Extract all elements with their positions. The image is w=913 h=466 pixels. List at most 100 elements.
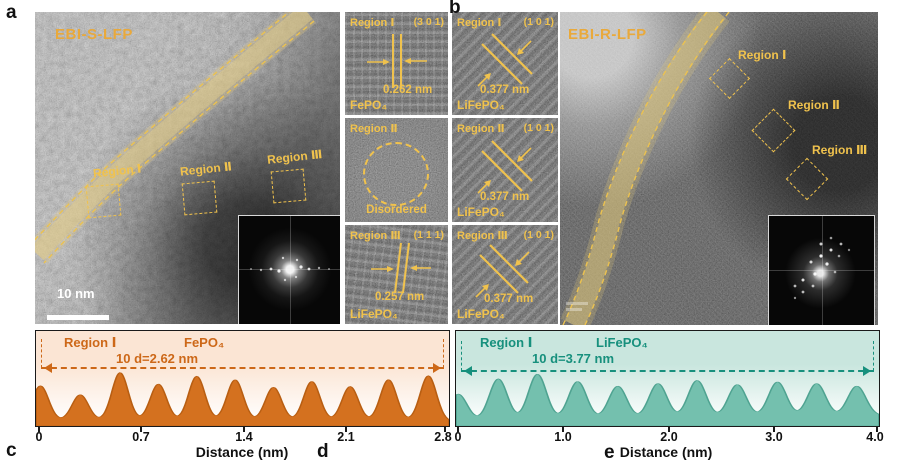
chart-c-tick-label: 0 [35, 430, 43, 444]
chart-e-tick-label: 4.0 [866, 430, 884, 444]
chart-c-tick-label: 1.4 [235, 430, 253, 444]
inset-a1-spacing-value: 0.262 nm [383, 84, 433, 96]
chart-e-tick [457, 426, 459, 432]
fft-a-halo [239, 216, 340, 324]
inset-b3-grain [452, 225, 558, 324]
chart-e-phase-label: LiFePO₄ [596, 335, 648, 350]
region-3-box-a [270, 168, 307, 204]
coating-band-b [560, 12, 730, 325]
panel-letter-a: a [6, 2, 17, 23]
fft-b-halo [769, 216, 874, 325]
inset-a1-phase-label: FePO₄ [350, 98, 388, 112]
chart-c-left-endline [41, 339, 42, 368]
chart-e-dspacing-annotation: 10 d=3.77 nm [532, 351, 615, 366]
chart-c-tick [243, 426, 245, 432]
panel-letter-e: e [604, 442, 615, 463]
chart-c-tick [345, 426, 347, 432]
chart-e-tick-label: 1.0 [554, 430, 572, 444]
inset-a1-grain [345, 12, 448, 115]
region-2-box-a [181, 180, 218, 216]
region-1-label-b: Region Ⅰ [738, 48, 787, 62]
inset-b2-spacing-marks [477, 140, 533, 194]
chart-e-tick [876, 426, 878, 432]
inset-a3-spacing-value: 0.257 nm [375, 291, 425, 303]
chart-e-tick [562, 426, 564, 432]
inset-a-region-2: Region Ⅱ Disordered [345, 118, 448, 222]
fft-a-spots [250, 256, 330, 282]
chart-e-region-label: Region Ⅰ [480, 335, 533, 350]
intensity-profile-e: Region Ⅰ LiFePO₄ 10 d=3.77 nm [455, 330, 880, 427]
region-3-label-b: Region Ⅲ [812, 143, 868, 157]
inset-b2-plane-label: (1 0 1) [523, 122, 554, 134]
inset-a-region-1: Region Ⅰ (3 0 1) 0.262 nm FePO₄ [345, 12, 448, 115]
chart-e-span-arrow [461, 366, 874, 376]
inset-a2-note: Disordered [366, 204, 427, 216]
inset-b1-phase-label: LiFePO₄ [457, 98, 505, 112]
fft-inset-a [238, 215, 340, 324]
inset-a2-region-label: Region Ⅱ [350, 123, 398, 135]
inset-b3-region-label: Region Ⅲ [457, 230, 508, 242]
sample-title-a: EBI-S-LFP [55, 26, 133, 43]
chart-e-left-endline [461, 341, 462, 371]
chart-c-dspacing-annotation: 10 d=2.62 nm [116, 351, 199, 366]
inset-a1-spacing-marks [367, 34, 427, 88]
inset-b2-region-label: Region Ⅱ [457, 123, 505, 135]
chart-e-tick-label: 2.0 [660, 430, 678, 444]
chart-c-phase-label: FePO₄ [184, 335, 225, 350]
inset-b1-grain [452, 12, 558, 115]
chart-c-tick [444, 426, 446, 432]
fft-inset-b [768, 215, 875, 325]
micrograph-ebi-r-lfp: EBI-R-LFP Region Ⅰ Region Ⅱ Region Ⅲ [560, 12, 878, 325]
chart-e-tick [668, 426, 670, 432]
scale-bar [47, 315, 109, 320]
inset-b1-region-label: Region Ⅰ [457, 17, 502, 29]
inset-b3-phase-label: LiFePO₄ [457, 307, 505, 321]
inset-b1-plane-label: (1 0 1) [523, 16, 554, 28]
chart-e-x-axis-label: Distance (nm) [619, 444, 713, 460]
region-1-box-a [85, 183, 122, 219]
inset-b-region-3: Region Ⅲ (1 0 1) 0.377 nm LiFePO₄ [452, 225, 558, 324]
chart-c-region-label: Region Ⅰ [64, 335, 117, 350]
chart-c-tick-label: 0.7 [132, 430, 150, 444]
chart-c-profile-area [36, 372, 449, 426]
inset-b-region-2: Region Ⅱ (1 0 1) 0.377 nm LiFePO₄ [452, 118, 558, 222]
inset-a3-spacing-marks [371, 242, 431, 294]
chart-c-x-axis-label: Distance (nm) [195, 444, 289, 460]
inset-a3-plane-label: (1 1 1) [413, 229, 444, 241]
fft-b-spots [793, 236, 851, 300]
inset-b3-spacing-value: 0.377 nm [484, 293, 534, 305]
inset-b2-phase-label: LiFePO₄ [457, 205, 505, 219]
inset-b2-spacing-value: 0.377 nm [480, 191, 530, 203]
chart-e-tick-label: 3.0 [765, 430, 783, 444]
inset-b-region-1: Region Ⅰ (1 0 1) 0.377 nm LiFePO₄ [452, 12, 558, 115]
fft-b-cross-horizontal [769, 269, 874, 271]
panel-letter-b: b [449, 0, 461, 18]
chart-c-tick [140, 426, 142, 432]
chart-e-profile-area [456, 373, 879, 426]
inset-a1-plane-label: (3 0 1) [413, 16, 444, 28]
scale-bar-label: 10 nm [57, 286, 95, 301]
micrograph-b-watermark [566, 308, 582, 311]
fft-b-cross-vertical [821, 216, 823, 325]
inset-b3-spacing-marks [475, 244, 530, 298]
inset-b3-plane-label: (1 0 1) [523, 229, 554, 241]
chart-e-tick [773, 426, 775, 432]
micrograph-ebi-s-lfp: EBI-S-LFP Region Ⅰ Region Ⅱ Region Ⅲ 10 … [35, 12, 340, 324]
chart-c-right-endline [443, 339, 444, 368]
panel-letter-d: d [317, 441, 329, 462]
inset-a3-phase-label: LiFePO₄ [350, 307, 398, 321]
coating-band-a [35, 12, 316, 264]
inset-a-region-3: Region Ⅲ (1 1 1) 0.257 nm LiFePO₄ [345, 225, 448, 324]
inset-b1-spacing-marks [477, 33, 533, 87]
micrograph-b-watermark [566, 302, 588, 305]
panel-letter-c: c [6, 440, 17, 461]
fft-a-cross-horizontal [239, 269, 340, 271]
region-2-label-b: Region Ⅱ [788, 98, 840, 112]
inset-a1-region-label: Region Ⅰ [350, 17, 395, 29]
fft-a-cross-vertical [290, 216, 291, 324]
inset-b2-grain [452, 118, 558, 222]
chart-e-right-endline [873, 341, 874, 371]
inset-a3-region-label: Region Ⅲ [350, 230, 401, 242]
sample-title-b: EBI-R-LFP [568, 26, 647, 43]
